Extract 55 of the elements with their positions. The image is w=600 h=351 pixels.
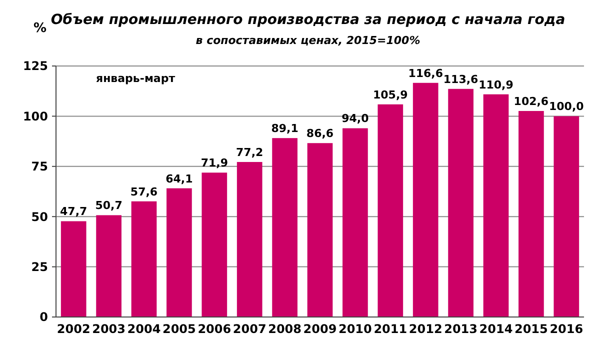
y-tick-label: 100 bbox=[22, 109, 48, 124]
bar bbox=[307, 143, 333, 317]
bar bbox=[448, 88, 474, 317]
y-tick-label: 75 bbox=[31, 160, 48, 174]
y-tick-label: 125 bbox=[22, 59, 48, 74]
data-label: 116,6 bbox=[408, 66, 444, 80]
x-tick-label: 2015 bbox=[514, 322, 548, 336]
bar bbox=[483, 94, 509, 317]
bar bbox=[96, 215, 122, 317]
data-label: 64,1 bbox=[166, 172, 193, 186]
bar bbox=[272, 138, 298, 317]
data-label: 113,6 bbox=[443, 72, 479, 86]
data-label: 102,6 bbox=[514, 94, 549, 108]
bar bbox=[554, 116, 580, 317]
x-tick-label: 2008 bbox=[268, 322, 302, 336]
data-label: 94,0 bbox=[342, 112, 370, 126]
x-tick-label: 2006 bbox=[198, 322, 232, 336]
data-label: 105,9 bbox=[373, 88, 408, 102]
x-tick-label: 2010 bbox=[338, 322, 372, 336]
bar bbox=[378, 104, 404, 317]
bar bbox=[236, 162, 262, 317]
data-label: 86,6 bbox=[306, 127, 334, 140]
x-tick-label: 2014 bbox=[479, 322, 513, 336]
y-axis-title: % bbox=[33, 21, 47, 36]
bar bbox=[166, 188, 192, 317]
y-tick-label: 0 bbox=[40, 310, 48, 324]
bar bbox=[342, 128, 368, 317]
x-tick-label: 2016 bbox=[550, 322, 584, 336]
x-tick-label: 2005 bbox=[162, 322, 196, 336]
bar bbox=[412, 82, 438, 317]
chart-title: Объем промышленного производства за период с начала года bbox=[50, 12, 566, 28]
data-label: 71,9 bbox=[200, 156, 228, 170]
annotation: январь-март bbox=[96, 72, 176, 85]
data-label: 50,7 bbox=[95, 199, 122, 212]
data-label: 110,9 bbox=[478, 78, 514, 92]
x-tick-label: 2009 bbox=[303, 322, 337, 336]
y-tick-label: 50 bbox=[31, 210, 48, 224]
data-label: 47,7 bbox=[60, 205, 88, 218]
x-tick-label: 2013 bbox=[444, 322, 478, 336]
data-label: 89,1 bbox=[271, 122, 298, 136]
y-tick-label: 25 bbox=[31, 260, 48, 274]
chart-subtitle: в сопоставимых ценах, 2015=100% bbox=[196, 34, 420, 47]
bar bbox=[131, 201, 157, 317]
data-label: 57,6 bbox=[130, 185, 158, 198]
x-tick-label: 2011 bbox=[374, 322, 408, 336]
x-tick-label: 2004 bbox=[127, 322, 161, 336]
x-tick-label: 2012 bbox=[408, 322, 442, 336]
data-label: 100,0 bbox=[549, 100, 584, 114]
data-label: 77,2 bbox=[236, 146, 264, 159]
x-tick-label: 2003 bbox=[92, 322, 126, 336]
bar bbox=[202, 172, 228, 317]
x-tick-label: 2002 bbox=[56, 322, 90, 336]
bar bbox=[518, 110, 544, 317]
x-tick-label: 2007 bbox=[232, 322, 266, 336]
bar bbox=[60, 221, 86, 317]
